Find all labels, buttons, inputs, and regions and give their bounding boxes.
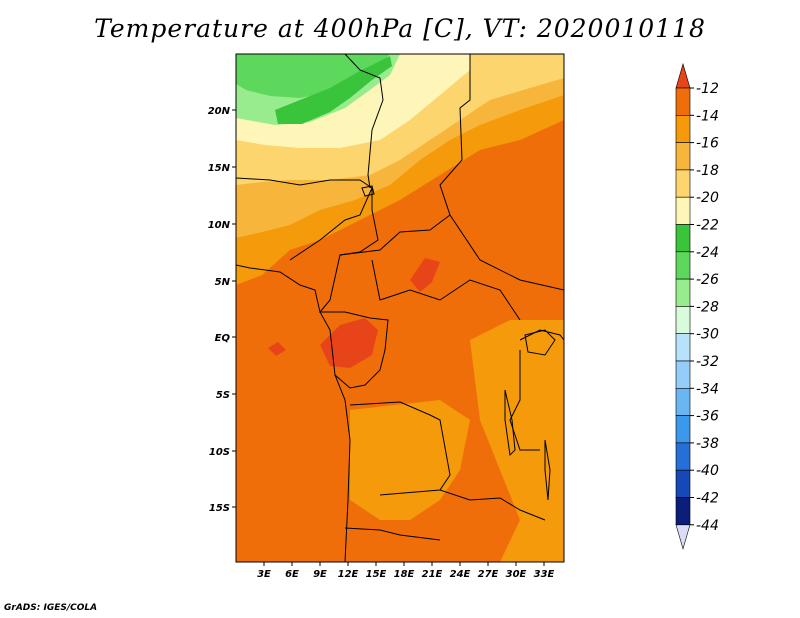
colorbar-segment <box>675 169 691 198</box>
temperature-field <box>236 54 564 562</box>
colorbar-label: -44 <box>696 518 719 534</box>
colorbar-label: -18 <box>696 163 719 179</box>
colorbar-label: -26 <box>696 272 719 288</box>
colorbar-label: -32 <box>696 354 719 370</box>
colorbar-segment <box>675 224 691 253</box>
colorbar-segment <box>675 251 691 280</box>
border-car-drc <box>371 259 521 321</box>
colorbar-segment <box>675 196 691 225</box>
lon-label: 33E <box>534 569 555 580</box>
colorbar-label: -38 <box>696 436 719 452</box>
field-band-minus26 <box>236 54 390 98</box>
colorbar: -12 -14 -16 -18 -20 -22 -24 -26 -28 -30 -32 -34 -36 -… <box>675 62 719 550</box>
lat-label: 20N <box>208 106 231 117</box>
border-niger-nigeria <box>236 177 373 189</box>
lake-chad <box>361 185 375 197</box>
colorbar-segment <box>675 333 691 362</box>
lon-label: 30E <box>506 569 527 580</box>
lon-label: 24E <box>450 569 471 580</box>
colorbar-label: -16 <box>696 136 719 152</box>
colorbar-segment <box>675 278 691 307</box>
lat-label: 5N <box>215 277 231 288</box>
colorbar-segment <box>675 87 691 116</box>
colorbar-label: -22 <box>696 218 719 234</box>
lake-tanganyika <box>504 389 516 457</box>
colorbar-label: -14 <box>696 108 719 124</box>
colorbar-label: -20 <box>696 190 719 206</box>
colorbar-segment <box>675 306 691 334</box>
lat-label: EQ <box>215 333 231 344</box>
colorbar-top-arrow <box>675 62 691 89</box>
colorbar-segment <box>675 360 691 389</box>
lon-label: 3E <box>257 569 271 580</box>
colorbar-label: -42 <box>696 491 719 507</box>
colorbar-bottom-arrow <box>675 524 691 550</box>
lat-label: 15N <box>208 163 231 174</box>
border-chad-car <box>339 214 451 256</box>
colorbar-segment <box>675 387 691 416</box>
colorbar-segment <box>675 469 691 498</box>
colorbar-label: -34 <box>696 381 719 397</box>
lat-label: 5S <box>216 390 230 401</box>
colorbar-segment <box>675 115 691 143</box>
colorbar-label: -30 <box>696 327 719 343</box>
field-patch-minus12-car <box>410 258 440 292</box>
field-band-minus24-core <box>275 56 392 124</box>
coastline-gulf-of-guinea <box>236 264 351 562</box>
border-cameroon <box>289 187 379 313</box>
colorbar-label: -40 <box>696 463 719 479</box>
lon-label: 6E <box>285 569 299 580</box>
map-frame <box>235 53 565 563</box>
border-congo <box>334 311 389 389</box>
border-libya-chad <box>344 54 384 189</box>
lat-label: 15S <box>209 503 230 514</box>
lon-label: 27E <box>478 569 499 580</box>
lon-label: 12E <box>338 569 359 580</box>
colorbar-segment <box>675 497 691 526</box>
longitude-axis: 3E 6E 9E 12E 15E 18E 21E 24E 27E 30E 33E <box>257 562 555 580</box>
colorbar-segment <box>675 142 691 171</box>
colorbar-label: -12 <box>696 81 719 97</box>
lake-malawi <box>544 439 551 501</box>
colorbar-label: -36 <box>696 409 719 425</box>
country-borders <box>236 54 564 562</box>
latitude-axis: 20N 15N 10N 5N EQ 5S 10S 15S <box>208 106 236 514</box>
border-angola-namibia <box>344 527 441 541</box>
colorbar-segment <box>675 442 691 471</box>
lon-label: 9E <box>313 569 327 580</box>
field-patch-minus12-congo <box>320 318 378 368</box>
lon-label: 21E <box>422 569 443 580</box>
lon-label: 18E <box>394 569 415 580</box>
colorbar-label: -24 <box>696 245 719 261</box>
field-patch-minus12-coast <box>268 342 286 356</box>
border-east <box>509 329 564 451</box>
credit-text: GrADS: IGES/COLA <box>4 603 98 613</box>
chart-title: Temperature at 400hPa [C], VT: 202001011… <box>94 14 706 43</box>
lat-label: 10S <box>209 447 230 458</box>
lon-label: 15E <box>366 569 387 580</box>
lake-victoria <box>524 329 556 356</box>
border-zambia <box>439 489 546 521</box>
lat-label: 10N <box>208 220 231 231</box>
colorbar-segment <box>675 415 691 444</box>
colorbar-label: -28 <box>696 299 719 315</box>
border-sudan-west <box>439 54 564 291</box>
